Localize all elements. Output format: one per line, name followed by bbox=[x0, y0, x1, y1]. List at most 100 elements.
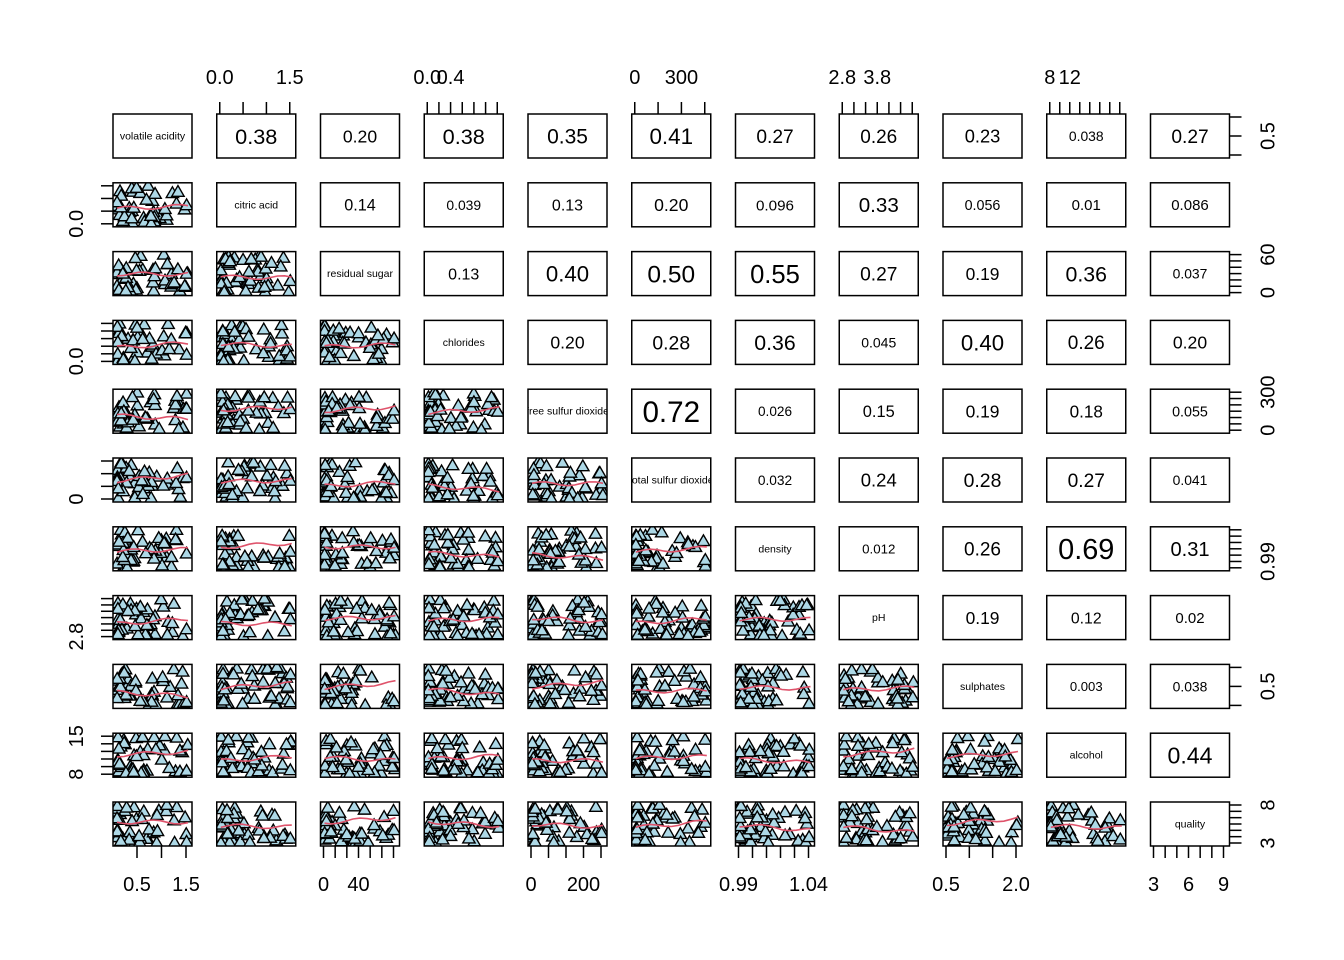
panel-5-10: 0.041 bbox=[1149, 457, 1231, 503]
data-point bbox=[363, 320, 379, 333]
data-point bbox=[227, 324, 243, 337]
left-axis-5: 0 bbox=[66, 460, 113, 505]
data-point bbox=[648, 596, 664, 610]
data-point bbox=[453, 802, 468, 814]
data-point bbox=[179, 763, 192, 777]
data-point bbox=[539, 458, 554, 472]
panel-frame bbox=[423, 182, 504, 228]
panel-frame bbox=[838, 526, 919, 572]
panel-0-8: 0.23 bbox=[942, 113, 1023, 159]
panel-7-10: 0.02 bbox=[1149, 594, 1231, 641]
data-point bbox=[461, 665, 476, 679]
data-point bbox=[992, 834, 1006, 846]
data-point bbox=[886, 826, 901, 840]
panel-3-2 bbox=[319, 319, 401, 366]
data-point bbox=[216, 533, 229, 547]
data-point bbox=[354, 825, 370, 839]
panel-0-5: 0.41 bbox=[631, 113, 712, 159]
data-point bbox=[536, 476, 552, 490]
data-point bbox=[589, 666, 604, 680]
data-point bbox=[890, 690, 905, 704]
data-point bbox=[538, 527, 554, 541]
data-point bbox=[567, 664, 582, 676]
data-point bbox=[652, 802, 667, 811]
data-point bbox=[477, 666, 493, 680]
data-point bbox=[424, 600, 437, 614]
correlation-value: 0.056 bbox=[965, 198, 1001, 214]
data-point bbox=[135, 331, 151, 345]
data-point bbox=[333, 345, 349, 359]
data-point bbox=[528, 612, 542, 625]
data-point bbox=[960, 733, 976, 742]
data-point bbox=[113, 671, 125, 685]
panel-4-10: 0.055 bbox=[1149, 388, 1231, 434]
panel-frame bbox=[734, 594, 816, 641]
panel-frame bbox=[942, 732, 1023, 778]
panel-6-3 bbox=[423, 526, 504, 572]
data-point bbox=[177, 278, 192, 292]
panel-frame bbox=[942, 182, 1023, 228]
data-point bbox=[562, 811, 577, 825]
panel-frame bbox=[112, 182, 193, 228]
data-point bbox=[179, 400, 192, 414]
data-point bbox=[424, 464, 436, 478]
data-point bbox=[631, 762, 644, 776]
panel-frame bbox=[734, 319, 816, 366]
data-point bbox=[735, 622, 751, 636]
panel-frame bbox=[942, 594, 1023, 641]
tick-label: 0 bbox=[66, 493, 88, 504]
data-point bbox=[676, 753, 691, 767]
correlation-value: 0.35 bbox=[547, 126, 588, 149]
data-point bbox=[121, 832, 137, 845]
panel-2-5: 0.50 bbox=[631, 250, 712, 297]
data-point bbox=[528, 665, 543, 679]
data-point bbox=[490, 553, 504, 567]
data-point bbox=[1061, 802, 1077, 814]
panel-frame bbox=[527, 388, 608, 434]
data-point bbox=[459, 482, 475, 496]
panel-5-1 bbox=[216, 457, 297, 503]
data-point bbox=[320, 602, 333, 615]
data-point bbox=[461, 542, 477, 555]
data-point bbox=[371, 346, 387, 359]
correlation-value: 0.50 bbox=[647, 261, 695, 288]
data-point bbox=[348, 458, 363, 468]
smooth-line bbox=[220, 405, 292, 413]
data-point bbox=[586, 692, 601, 705]
data-point bbox=[386, 402, 400, 416]
correlation-value: 0.41 bbox=[649, 124, 693, 149]
data-point bbox=[754, 672, 770, 686]
data-point bbox=[490, 403, 504, 417]
panel-frame bbox=[631, 594, 712, 641]
panel-10-3 bbox=[423, 801, 504, 847]
data-point bbox=[357, 802, 372, 815]
smooth-line bbox=[635, 819, 707, 829]
panel-frame bbox=[1149, 182, 1231, 228]
data-point bbox=[1070, 806, 1086, 820]
data-point bbox=[539, 822, 555, 836]
data-point bbox=[433, 559, 447, 571]
data-point bbox=[147, 260, 163, 274]
panel-frame bbox=[216, 250, 297, 297]
data-point bbox=[588, 802, 604, 813]
data-point bbox=[944, 763, 960, 777]
smooth-line bbox=[220, 477, 292, 484]
panel-frame bbox=[838, 732, 919, 778]
data-point bbox=[282, 544, 296, 557]
panel-1-2: 0.14 bbox=[319, 182, 401, 228]
data-point bbox=[253, 251, 269, 262]
correlation-value: 0.23 bbox=[965, 126, 1001, 147]
data-point bbox=[466, 394, 482, 408]
panel-5-6: 0.032 bbox=[734, 457, 816, 503]
data-point bbox=[578, 619, 593, 632]
variable-label: total sulfur dioxide bbox=[629, 475, 714, 487]
data-point bbox=[735, 744, 747, 758]
panel-frame bbox=[112, 732, 193, 778]
panel-frame bbox=[527, 250, 608, 297]
panel-1-0 bbox=[112, 182, 193, 228]
data-point bbox=[233, 606, 248, 620]
data-point bbox=[692, 624, 707, 638]
correlation-value: 0.032 bbox=[758, 473, 792, 488]
data-point bbox=[217, 284, 231, 296]
data-point bbox=[238, 420, 254, 434]
